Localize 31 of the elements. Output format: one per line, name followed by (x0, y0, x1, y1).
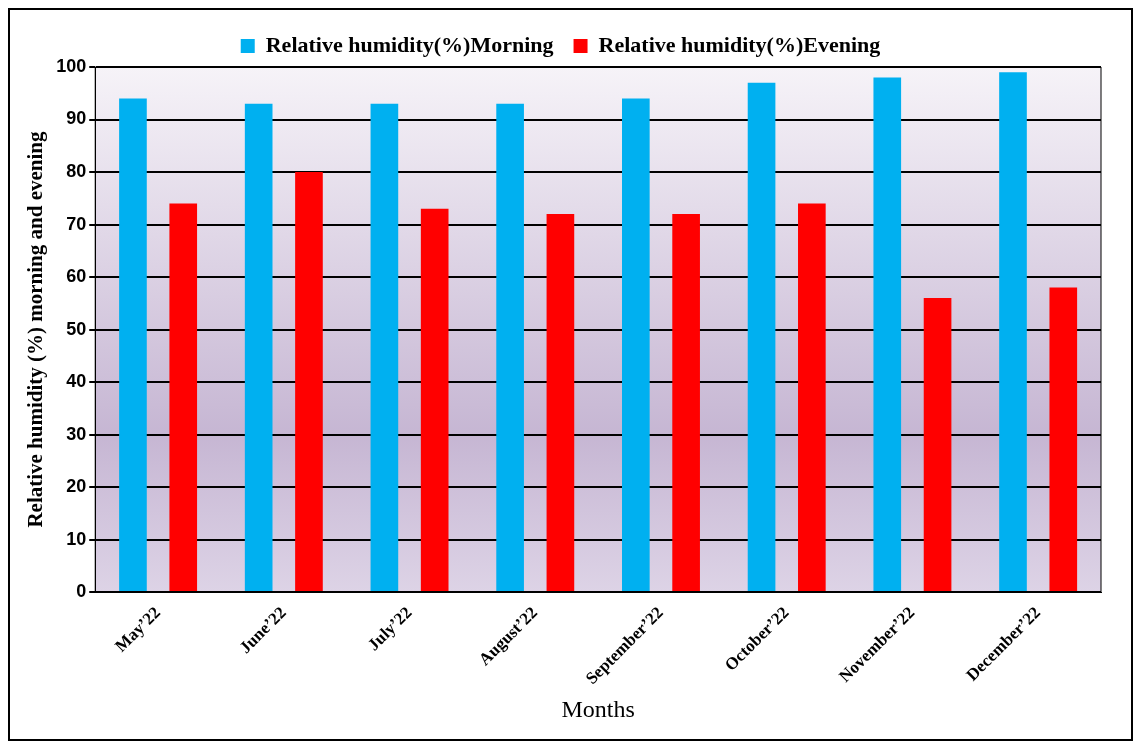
y-tick-label: 10 (66, 528, 87, 549)
bar (798, 203, 826, 592)
bar (370, 103, 399, 592)
y-tick-label: 80 (66, 160, 87, 181)
bar (244, 103, 273, 592)
y-axis-title: Relative humidity (%) morning and evening (23, 131, 48, 528)
bar (169, 203, 198, 592)
y-tick-label: 30 (66, 423, 87, 444)
bar (672, 214, 700, 592)
y-tick-label: 0 (76, 581, 87, 602)
bar (622, 98, 650, 592)
y-tick-label: 20 (66, 476, 87, 497)
x-axis-title: Months (561, 695, 635, 722)
bar (923, 298, 952, 592)
y-tick-label: 50 (66, 318, 87, 339)
bar (295, 172, 323, 592)
legend-label: Relative humidity(%)Evening (598, 31, 881, 57)
bar (546, 214, 575, 592)
y-tick-label: 60 (66, 266, 87, 287)
y-tick-label: 90 (66, 108, 87, 129)
y-tick-label: 100 (56, 55, 87, 76)
y-tick-label: 70 (66, 213, 87, 234)
y-tick-label: 40 (66, 371, 87, 392)
bar (1049, 287, 1078, 592)
bar (420, 208, 449, 592)
bar (747, 82, 776, 592)
bar (999, 72, 1027, 592)
bar (119, 98, 147, 592)
legend-label: Relative humidity(%)Morning (265, 31, 554, 57)
bar (873, 77, 902, 592)
bar (496, 103, 524, 592)
